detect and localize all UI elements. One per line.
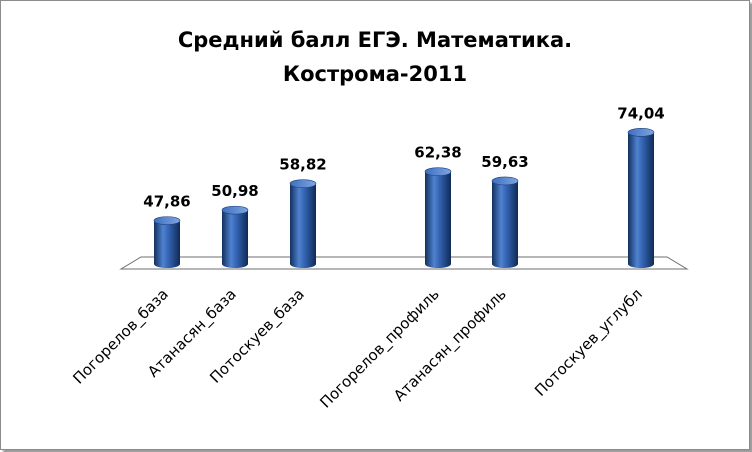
- data-labels-layer: 47,86 50,98 58,82 62,38 59,63 74,04: [143, 104, 664, 210]
- data-label: 47,86: [143, 193, 190, 211]
- category-label: Погорелов_профиль: [316, 285, 443, 412]
- bar-body: [628, 132, 654, 268]
- bar-body: [222, 210, 248, 268]
- data-label: 62,38: [414, 144, 461, 162]
- bar: [424, 167, 452, 268]
- category-label: Потоскуев_углубл: [531, 285, 646, 400]
- bar-body: [290, 183, 316, 268]
- bar: [491, 176, 519, 268]
- category-labels-layer: Погорелов_базаАтанасян_базаПотоскуев_баз…: [69, 285, 646, 412]
- bar: [627, 128, 655, 268]
- bar-cap: [221, 205, 249, 215]
- category-label: Атанасян_профиль: [390, 285, 510, 405]
- bar: [289, 179, 317, 268]
- bar-body: [154, 220, 180, 268]
- data-label: 50,98: [211, 182, 258, 200]
- chart-floor: [119, 256, 689, 270]
- chart-subtitle: Кострома-2011: [283, 62, 467, 86]
- data-label: 58,82: [279, 156, 326, 174]
- bar-body: [425, 171, 451, 268]
- bar: [153, 216, 181, 268]
- bar-cap: [289, 179, 317, 188]
- bar-body: [492, 180, 518, 268]
- bars-layer: [153, 128, 655, 268]
- bar-cap: [153, 216, 181, 225]
- bar: [221, 205, 249, 268]
- bar-cap: [424, 167, 452, 176]
- bar-cap: [491, 176, 519, 186]
- data-label: 59,63: [481, 153, 528, 171]
- bar-cap: [627, 128, 655, 137]
- chart-title: Средний балл ЕГЭ. Математика.: [178, 28, 572, 52]
- data-label: 74,04: [617, 104, 664, 122]
